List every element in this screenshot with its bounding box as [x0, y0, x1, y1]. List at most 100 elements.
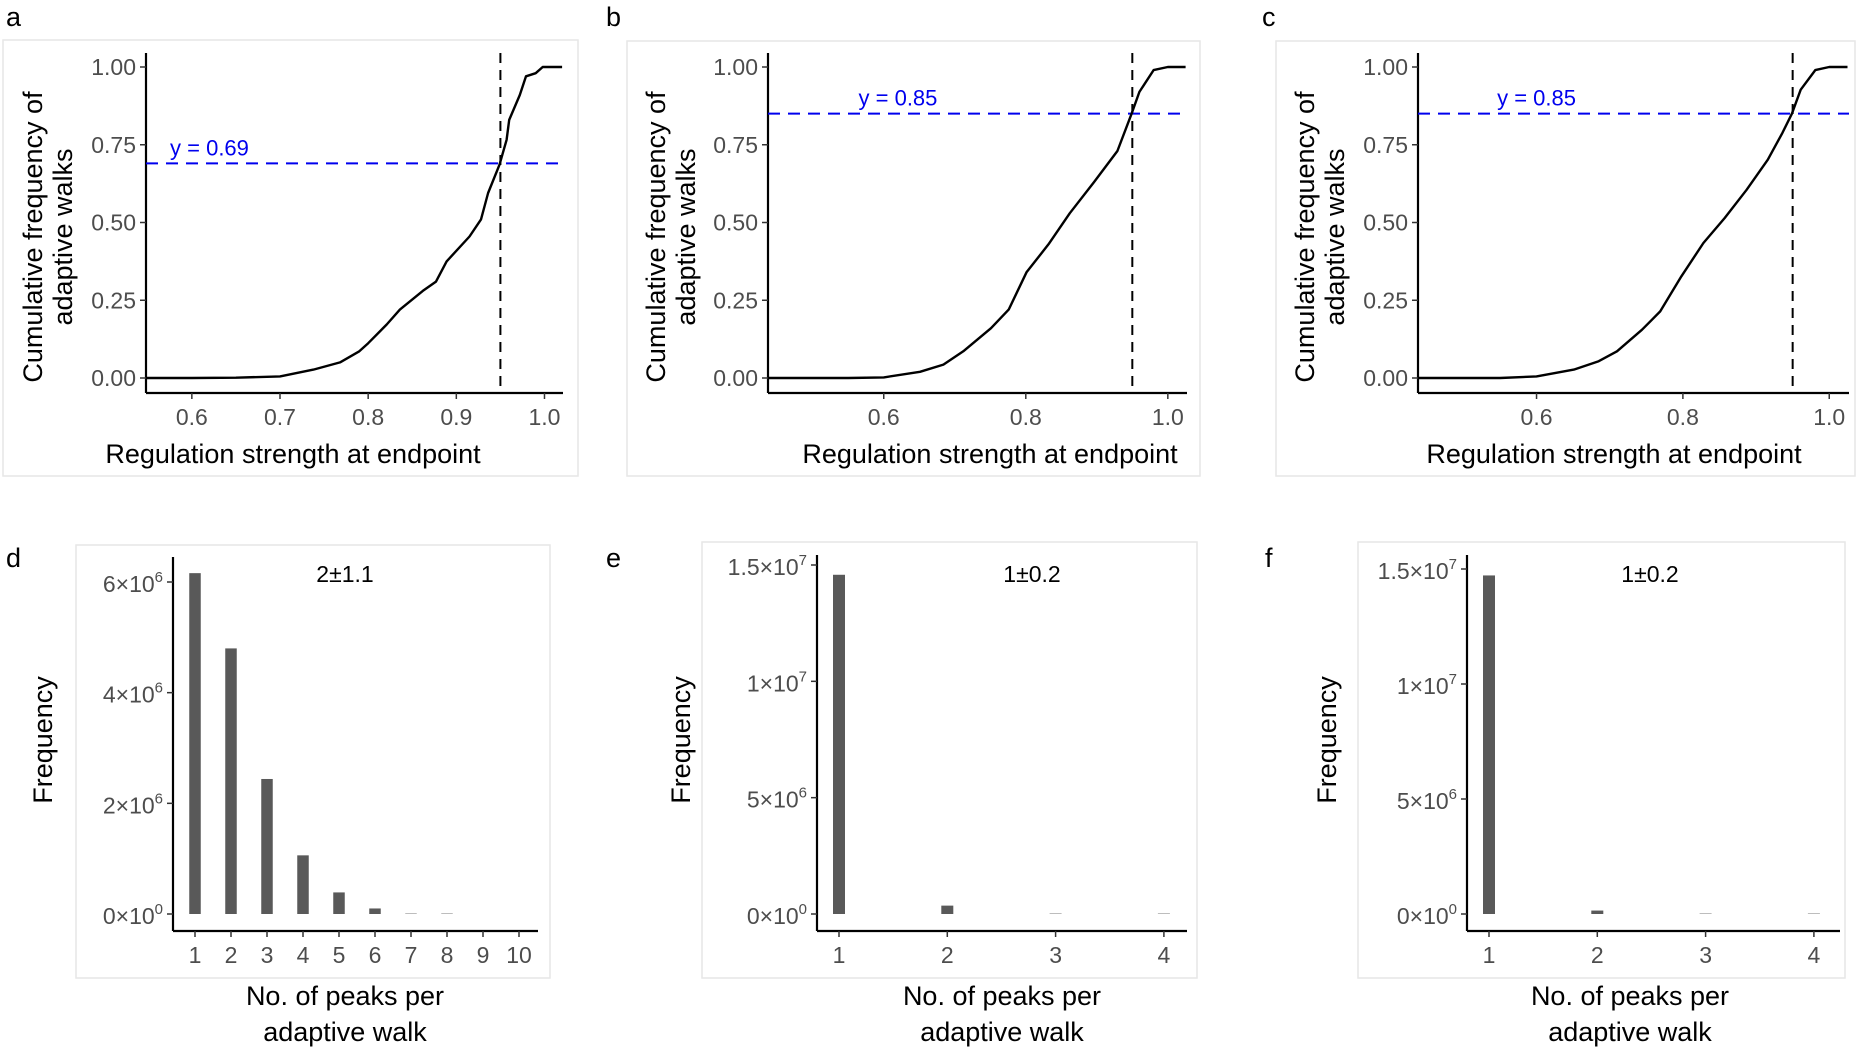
y-tick-label: 0×100 — [1397, 901, 1457, 929]
x-tick-label: 4 — [1808, 942, 1821, 968]
x-tick-label: 3 — [1049, 942, 1062, 968]
x-axis-title-line2: adaptive walk — [1548, 1017, 1712, 1047]
x-tick-label: 2 — [941, 942, 954, 968]
y-axis-title-line1: Cumulative frequency of — [641, 91, 671, 383]
bar-6 — [369, 908, 381, 914]
bar-8 — [441, 913, 453, 914]
panel-label-a: a — [6, 2, 22, 32]
panel-d-frame — [75, 544, 551, 979]
tick-mantissa: 6×10 — [103, 571, 155, 597]
panel-a-frame — [2, 39, 579, 477]
x-tick-label: 10 — [506, 942, 532, 968]
hline-label: y = 0.85 — [1497, 86, 1576, 111]
y-tick-label: 1×107 — [747, 668, 807, 696]
x-tick-label: 5 — [333, 942, 346, 968]
y-tick-label: 1.5×107 — [1378, 556, 1457, 584]
y-tick-label: 1×107 — [1397, 671, 1457, 699]
x-tick-label: 7 — [405, 942, 418, 968]
tick-mantissa: 0×10 — [103, 903, 155, 929]
bar-3 — [1049, 913, 1062, 914]
tick-exponent: 6 — [799, 785, 807, 802]
panel-e-frame — [701, 541, 1198, 979]
x-tick-label: 0.9 — [440, 404, 472, 430]
tick-exponent: 7 — [1449, 556, 1457, 573]
x-axis-title-line1: No. of peaks per — [1531, 981, 1729, 1011]
tick-mantissa: 1.5×10 — [1378, 558, 1449, 584]
y-tick-label: 4×106 — [103, 680, 163, 708]
y-axis-title-line1: Cumulative frequency of — [18, 91, 48, 383]
x-tick-label: 8 — [441, 942, 454, 968]
x-tick-label: 0.8 — [1667, 404, 1699, 430]
tick-mantissa: 0×10 — [747, 903, 799, 929]
y-tick-label: 5×106 — [747, 785, 807, 813]
bar-2 — [1591, 910, 1604, 914]
x-tick-label: 1.0 — [1152, 404, 1184, 430]
x-axis-title: Regulation strength at endpoint — [105, 439, 481, 469]
x-tick-label: 0.6 — [176, 404, 208, 430]
mean-sd-annotation: 2±1.1 — [316, 561, 373, 587]
panel-a-ecdf-chart: 0.00 0.25 0.50 0.75 1.00 0.6 0.7 0.8 0.9 1.0 y = 0… — [18, 53, 563, 469]
tick-mantissa: 2×10 — [103, 792, 155, 818]
tick-mantissa: 1×10 — [747, 670, 799, 696]
panel-label-c: c — [1262, 2, 1276, 32]
x-tick-label: 0.6 — [868, 404, 900, 430]
y-tick-label: 0.00 — [1363, 365, 1408, 391]
x-tick-label: 1.0 — [1813, 404, 1845, 430]
x-tick-label: 0.7 — [264, 404, 296, 430]
y-tick-label: 1.00 — [713, 54, 758, 80]
y-tick-label: 1.00 — [91, 54, 136, 80]
tick-mantissa: 5×10 — [747, 787, 799, 813]
x-tick-label: 4 — [1158, 942, 1171, 968]
x-tick-label: 0.8 — [1010, 404, 1042, 430]
x-tick-label: 1 — [833, 942, 846, 968]
x-tick-label: 4 — [297, 942, 310, 968]
y-tick-label: 0.00 — [91, 365, 136, 391]
x-axis-title-line2: adaptive walk — [920, 1017, 1084, 1047]
y-axis-title: Frequency — [666, 676, 696, 804]
y-axis-title: Frequency — [28, 676, 58, 804]
y-tick-label: 0.75 — [713, 132, 758, 158]
bar-7 — [405, 913, 417, 914]
y-tick-label: 0.25 — [1363, 287, 1408, 313]
y-tick-label: 0×100 — [747, 901, 807, 929]
y-tick-label: 0.00 — [713, 365, 758, 391]
y-tick-label: 0×100 — [103, 901, 163, 929]
bar-2 — [941, 905, 954, 914]
panel-label-d: d — [6, 543, 21, 573]
x-axis-title-line1: No. of peaks per — [903, 981, 1101, 1011]
y-tick-label: 1.5×107 — [728, 552, 807, 580]
y-axis-title-line2: adaptive walks — [1320, 148, 1350, 325]
y-axis-title: Frequency — [1312, 676, 1342, 804]
x-tick-label: 2 — [225, 942, 238, 968]
panel-c-ecdf-chart: 0.00 0.25 0.50 0.75 1.00 0.6 0.8 1.0 y = 0.85 Reg… — [1290, 53, 1849, 469]
bar-1 — [833, 574, 845, 914]
x-axis-title: Regulation strength at endpoint — [1426, 439, 1802, 469]
y-tick-label: 0.50 — [1363, 210, 1408, 236]
mean-sd-annotation: 1±0.2 — [1621, 561, 1678, 587]
x-tick-label: 1 — [189, 942, 202, 968]
y-tick-label: 5×106 — [1397, 786, 1457, 814]
y-tick-label: 1.00 — [1363, 54, 1408, 80]
y-tick-label: 6×106 — [103, 569, 163, 597]
tick-exponent: 7 — [1449, 671, 1457, 688]
x-tick-label: 3 — [261, 942, 274, 968]
bar-3 — [261, 778, 273, 914]
bar-4 — [1807, 913, 1820, 914]
ecdf-curve — [768, 65, 1186, 380]
x-tick-label: 2 — [1591, 942, 1604, 968]
tick-mantissa: 4×10 — [103, 682, 155, 708]
tick-exponent: 6 — [1449, 786, 1457, 803]
tick-mantissa: 5×10 — [1397, 788, 1449, 814]
tick-exponent: 7 — [799, 668, 807, 685]
y-axis-title-line2: adaptive walks — [48, 148, 78, 325]
bar-1 — [1483, 575, 1495, 914]
bar-2 — [225, 648, 237, 914]
y-tick-label: 0.25 — [713, 287, 758, 313]
tick-mantissa: 1×10 — [1397, 673, 1449, 699]
y-axis-title-line2: adaptive walks — [671, 148, 701, 325]
tick-exponent: 7 — [799, 552, 807, 569]
y-tick-label: 0.75 — [91, 132, 136, 158]
